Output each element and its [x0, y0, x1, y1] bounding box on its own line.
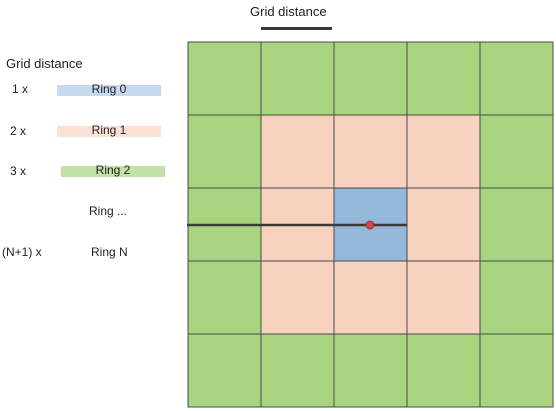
legend-multiplier-ring-0: 1 x: [12, 82, 29, 96]
legend-label-ring-1: Ring 1: [91, 123, 127, 137]
grid-cell-ring-1: [406, 114, 481, 189]
legend-multiplier-ring-2: 3 x: [10, 164, 27, 178]
grid-cell-ring-1: [333, 260, 408, 335]
legend-title: Grid distance: [6, 56, 83, 71]
grid-cell-ring-2: [187, 260, 262, 335]
grid-cell-ring-2: [187, 333, 262, 408]
grid-cell-ring-2: [406, 333, 481, 408]
grid-cell-ring-1: [333, 114, 408, 189]
legend-label-ring-0: Ring 0: [91, 82, 127, 96]
legend-swatch-ring-1: Ring 1: [57, 123, 161, 137]
grid-cell-ring-2: [260, 41, 335, 116]
grid-cell-ring-2: [187, 41, 262, 116]
legend-label-ring-2: Ring 2: [95, 163, 131, 177]
grid-cell-ring-1: [260, 260, 335, 335]
grid-cell-ring-2: [333, 333, 408, 408]
grid-cell-ring-1: [406, 260, 481, 335]
grid-cell-ring-2: [333, 41, 408, 116]
legend-multiplier-ring-1: 2 x: [10, 124, 27, 138]
grid-cell-ring-2: [406, 41, 481, 116]
grid-cell-ring-2: [479, 187, 554, 262]
grid-distance-title: Grid distance: [250, 4, 327, 19]
legend-swatch-ring-2: Ring 2: [61, 163, 165, 177]
grid-cell-ring-2: [479, 114, 554, 189]
grid-cell-ring-2: [479, 333, 554, 408]
grid-cell-ring-1: [406, 187, 481, 262]
grid-cell-ring-1: [260, 114, 335, 189]
grid-distance-bar: [261, 27, 332, 30]
grid-cell-ring-2: [260, 333, 335, 408]
legend-label-ring-n: Ring N: [91, 245, 128, 259]
center-point: [365, 220, 375, 230]
legend-multiplier-ring-n: (N+1) x: [2, 245, 42, 259]
grid-cell-ring-2: [479, 260, 554, 335]
legend-swatch-ring-0: Ring 0: [57, 82, 161, 96]
legend-label-ring-ellipsis: Ring ...: [89, 204, 128, 218]
grid-cell-ring-2: [187, 114, 262, 189]
grid-cell-ring-2: [479, 41, 554, 116]
